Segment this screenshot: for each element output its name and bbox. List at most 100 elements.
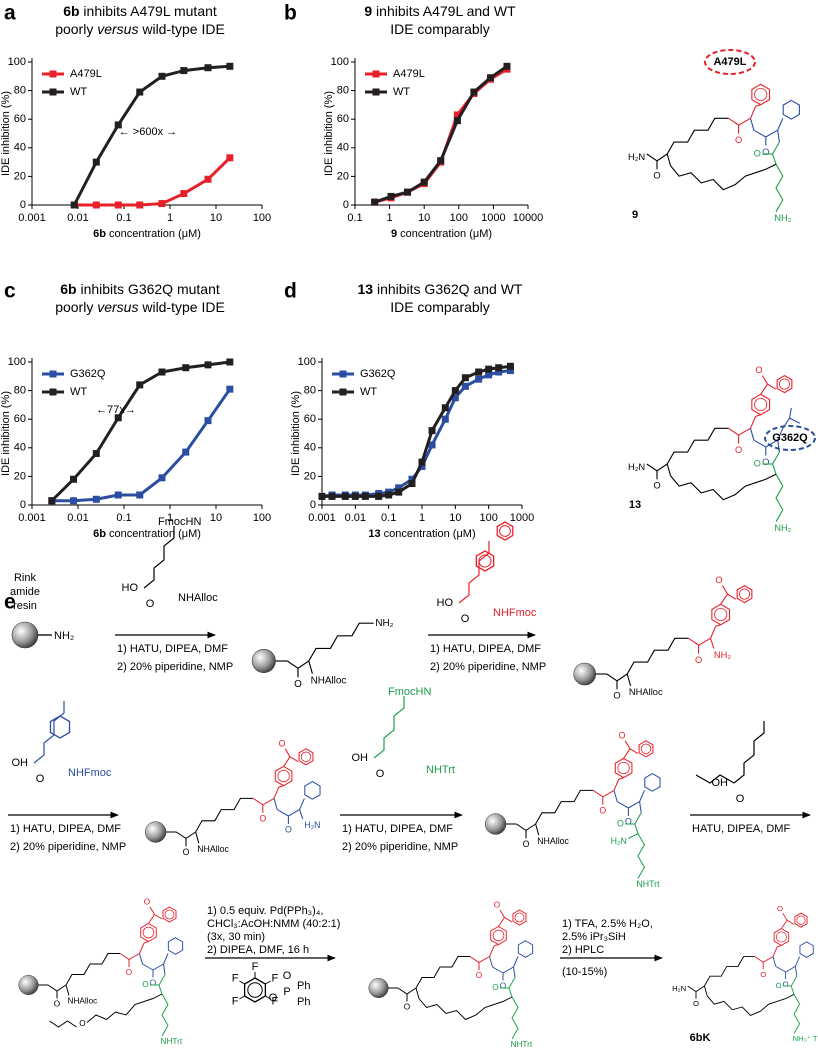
- condition: 2) 20% piperidine, NMP: [430, 661, 546, 673]
- bond: [499, 909, 505, 918]
- data-point: [204, 175, 212, 183]
- atom-label: HO: [437, 597, 454, 609]
- ring: [736, 584, 753, 604]
- bond: [511, 996, 519, 1040]
- bond: [373, 696, 405, 759]
- panel-label: d: [284, 280, 297, 303]
- ring-aromatic: [277, 769, 290, 783]
- y-tick-label: 20: [14, 470, 26, 482]
- y-tick-label: 0: [20, 499, 26, 511]
- atom-label: O: [150, 979, 157, 988]
- x-tick-label: 10000: [513, 212, 544, 224]
- bond: [613, 790, 618, 802]
- panel-label: b: [284, 2, 297, 25]
- bond: [273, 798, 278, 810]
- atom-label: F: [232, 972, 239, 984]
- chart-title: IDE comparably: [390, 21, 490, 37]
- bond: [176, 831, 196, 840]
- condition: 2) DIPEA, DMF, 16 h: [207, 944, 309, 956]
- ring-aromatic: [492, 929, 505, 942]
- atom-label: OH: [12, 757, 29, 769]
- atom-label: NHFmoc: [493, 607, 537, 619]
- compound-label: 13: [629, 499, 641, 511]
- bond: [639, 790, 645, 802]
- chart-title: poorly versus wild-type IDE: [55, 299, 225, 315]
- x-tick-label: 10: [210, 512, 222, 524]
- x-tick-label: 0.1: [347, 212, 362, 224]
- data-point: [158, 474, 166, 482]
- y-tick-label: 40: [304, 442, 316, 454]
- ring: [512, 909, 527, 926]
- condition: 1) 0.5 equiv. Pd(PPh₃)₄,: [207, 905, 323, 917]
- atom-label: F: [252, 961, 259, 973]
- annotation: ←77x→: [96, 404, 136, 416]
- bond: [706, 993, 795, 1016]
- x-tick-label: 0.1: [116, 212, 131, 224]
- data-point: [495, 368, 503, 376]
- bond: [720, 593, 737, 605]
- data-point: [451, 387, 459, 395]
- y-axis-label: IDE inhibition (%): [323, 91, 335, 176]
- bond: [418, 996, 513, 1021]
- ring-aromatic: [617, 761, 630, 775]
- data-point: [182, 364, 190, 372]
- atom-label: O: [36, 773, 45, 785]
- text-part: inhibits A479L mutant: [80, 3, 217, 19]
- bond: [513, 966, 516, 978]
- y-tick-label: 80: [14, 385, 26, 397]
- bond: [415, 956, 470, 989]
- bond: [624, 740, 631, 750]
- atom-label: F: [272, 995, 279, 1007]
- ring: [496, 521, 514, 541]
- atom-label: F: [272, 972, 279, 984]
- atom-label: O: [777, 904, 783, 913]
- condition: CHCl₃:AcOH:NMM (40:2:1): [207, 918, 340, 930]
- bond: [637, 833, 645, 879]
- atom-label: NHTrt: [161, 1037, 183, 1046]
- text-part: 9: [391, 228, 397, 240]
- data-point: [418, 458, 426, 466]
- x-tick-label: 1: [387, 212, 393, 224]
- atom-label: O: [500, 982, 507, 991]
- bond: [606, 673, 628, 682]
- atom-label: O: [762, 457, 769, 467]
- legend-label: A479L: [393, 68, 425, 80]
- atom-label: H₂N: [304, 820, 320, 830]
- series-line: [322, 364, 511, 498]
- atom-label: NHAlloc: [629, 687, 663, 697]
- bond: [628, 833, 639, 839]
- bond: [749, 118, 755, 131]
- y-tick-label: 20: [304, 470, 316, 482]
- bond: [721, 585, 728, 595]
- bond: [139, 941, 149, 954]
- legend-label: WT: [393, 86, 410, 98]
- data-point: [495, 364, 503, 372]
- bond: [286, 660, 310, 669]
- atom-label: NHAlloc: [68, 997, 98, 1006]
- data-point: [506, 367, 514, 375]
- annotation: ← >600x →: [119, 126, 177, 138]
- x-tick-label: 100: [253, 512, 271, 524]
- ring-aromatic: [478, 554, 492, 568]
- bond: [709, 638, 715, 649]
- condition: (3x, 30 min): [207, 931, 265, 943]
- y-tick-label: 80: [14, 85, 26, 97]
- ring: [298, 748, 314, 766]
- ring-aromatic: [514, 912, 525, 923]
- bond: [498, 916, 513, 927]
- bond: [666, 427, 729, 465]
- y-tick-label: 20: [337, 170, 349, 182]
- atom-label: O: [492, 983, 499, 992]
- series-line: [72, 64, 230, 206]
- x-tick-label: 0.1: [116, 512, 131, 524]
- atom-label: O: [79, 1019, 86, 1028]
- atom-label: O: [754, 148, 761, 158]
- legend-label: WT: [70, 386, 87, 398]
- data-point: [485, 371, 493, 379]
- chart-title: 9 inhibits A479L and WT: [364, 3, 516, 19]
- ring: [799, 941, 814, 958]
- panel-label: a: [4, 2, 16, 25]
- bond: [119, 953, 140, 961]
- text-part: versus: [97, 21, 138, 37]
